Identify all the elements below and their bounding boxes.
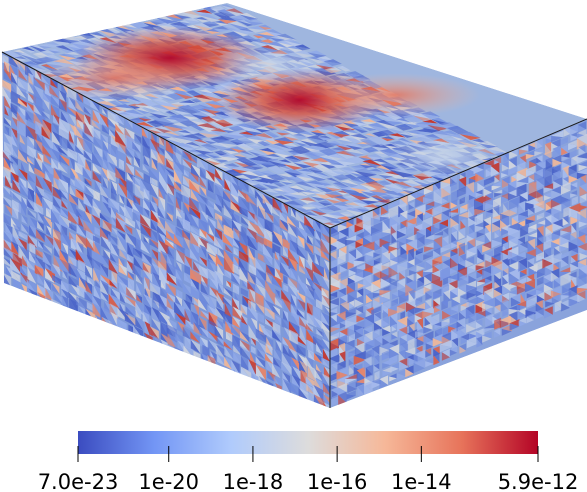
- mesh-outline: [1, 51, 587, 408]
- colorbar: 7.0e-23 1e-20 1e-18 1e-16 1e-14 5.9e-12: [38, 431, 579, 492]
- colorbar-tick-label: 7.0e-23: [38, 470, 119, 492]
- colorbar-tick-label: 1e-20: [138, 470, 199, 492]
- colorbar-tick-label: 1e-14: [391, 470, 452, 492]
- colorbar-tick-label: 1e-18: [223, 470, 284, 492]
- 3d-render-viewport[interactable]: [0, 0, 587, 420]
- colorbar-tick-label: 5.9e-12: [498, 470, 579, 492]
- colorbar-tick-label: 1e-16: [307, 470, 368, 492]
- colorbar-gradient: [78, 431, 538, 454]
- colorbar-ticks: 7.0e-23 1e-20 1e-18 1e-16 1e-14 5.9e-12: [38, 446, 579, 492]
- mesh-right-face: [330, 119, 587, 408]
- mesh-top-face: [2, 3, 587, 228]
